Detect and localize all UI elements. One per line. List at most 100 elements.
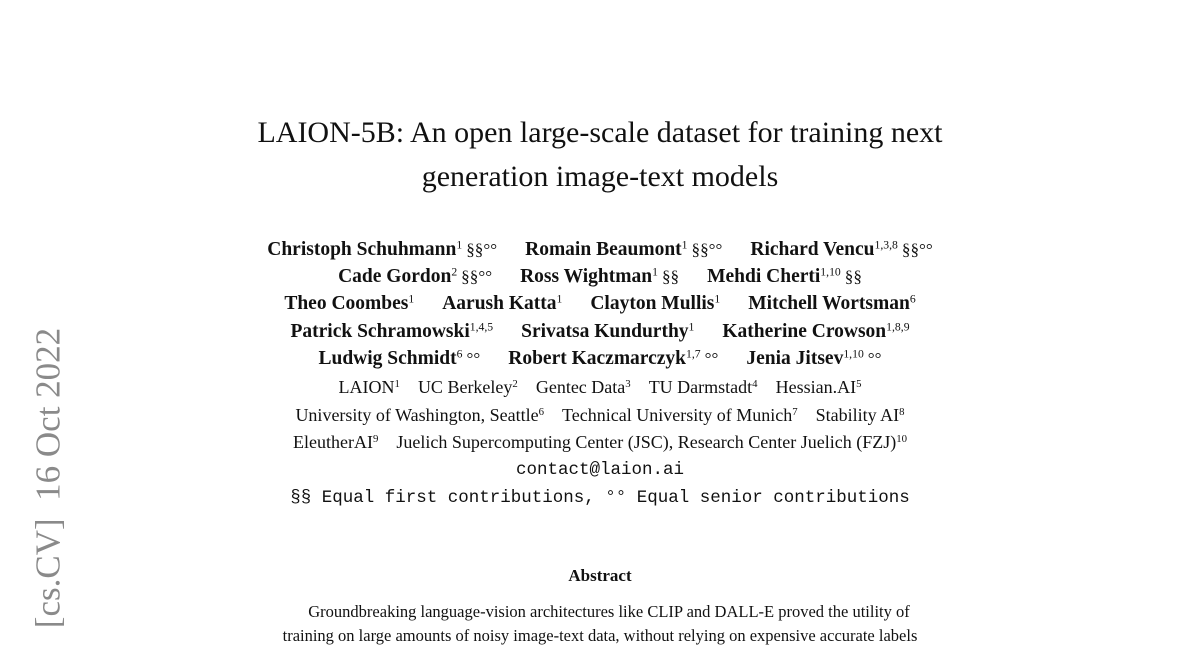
author: Clayton Mullis1 [590, 293, 720, 314]
author-name: Katherine Crowson [722, 320, 887, 342]
author-name: Patrick Schramowski [290, 320, 470, 342]
abstract-line: training on large amounts of noisy image… [282, 626, 918, 645]
author-sup: 1 [556, 292, 563, 306]
author: Ross Wightman1 §§ [520, 266, 679, 287]
author-sup: 1,3,8 [874, 238, 898, 252]
affiliation-name: Juelich Supercomputing Center (JSC), Res… [396, 432, 897, 452]
affiliation-name: TU Darmstadt [648, 377, 753, 397]
author: Ludwig Schmidt6 °° [318, 348, 480, 369]
author-sup: 1 [714, 292, 721, 306]
author-name: Ludwig Schmidt [318, 347, 457, 369]
affiliation-name: Hessian.AI [775, 377, 857, 397]
author-name: Srivatsa Kundurthy [521, 320, 689, 342]
contribution-mark: §§°° [466, 240, 498, 259]
affiliation-name: Technical University of Munich [562, 404, 793, 425]
affiliation-sup: 8 [899, 405, 905, 418]
author-name: Aarush Katta [442, 293, 557, 315]
affiliation-sup: 6 [538, 405, 545, 418]
author-sup: 6 [909, 292, 916, 306]
author-name: Mitchell Wortsman [748, 293, 910, 315]
affiliation: LAION1 [339, 377, 400, 397]
author-name: Ross Wightman [520, 266, 653, 288]
author: Cade Gordon2 §§°° [338, 266, 492, 287]
author-name: Richard Vencu [750, 239, 875, 260]
affiliation-line: EleutherAI9 Juelich Supercomputing Center… [0, 433, 1200, 451]
affiliation: TU Darmstadt4 [649, 377, 758, 397]
contribution-mark: §§°° [691, 240, 723, 259]
author: Theo Coombes1 [284, 293, 414, 314]
affiliation-sup: 3 [625, 378, 631, 391]
author-sup: 1 [688, 320, 695, 334]
contribution-note: §§ Equal first contributions, °° Equal s… [290, 488, 910, 508]
affiliation-line: LAION1 UC Berkeley2 Gentec Data3 TU Darmsta… [0, 378, 1200, 396]
affiliation: Hessian.AI5 [776, 377, 862, 397]
author-sup: 1 [408, 292, 415, 306]
affiliation-sup: 7 [792, 405, 798, 418]
author-line: Ludwig Schmidt6 °° Robert Kaczmarczyk1,7 °°… [0, 348, 1200, 369]
affiliation-sup: 9 [372, 433, 379, 446]
contribution-mark: §§ [844, 267, 862, 287]
contribution-mark: °° [466, 348, 481, 368]
affiliation-name: Stability AI [815, 404, 900, 425]
author-name: Romain Beaumont [525, 239, 682, 260]
author-name: Mehdi Cherti [707, 266, 821, 288]
author-name: Robert Kaczmarczyk [508, 347, 687, 369]
abstract-line: Groundbreaking language-vision architect… [308, 602, 910, 621]
affiliation: Gentec Data3 [536, 377, 631, 397]
author-sup: 6 [456, 347, 463, 361]
title-line: generation image-text models [421, 160, 779, 193]
contribution-mark: °° [867, 348, 882, 368]
author: Romain Beaumont1 §§°° [525, 239, 722, 260]
affiliation-sup: 1 [394, 378, 400, 391]
affiliation-name: UC Berkeley [417, 377, 513, 397]
affiliation-name: Gentec Data [535, 377, 626, 397]
abstract-heading: Abstract [568, 566, 632, 585]
title-line: LAION-5B: An open large-scale dataset fo… [257, 116, 943, 149]
author-line: Patrick Schramowski1,4,5 Srivatsa Kundurt… [0, 321, 1200, 342]
author-name: Cade Gordon [338, 266, 452, 288]
affiliation-sup: 2 [512, 378, 518, 391]
affiliation: Juelich Supercomputing Center (JSC), Res… [396, 432, 907, 452]
affiliation-sup: 4 [752, 378, 758, 391]
contribution-mark: §§°° [461, 267, 493, 287]
author: Patrick Schramowski1,4,5 [290, 321, 493, 342]
author: Mitchell Wortsman6 [748, 293, 915, 314]
author-name: Clayton Mullis [590, 293, 715, 315]
author-name: Jenia Jitsev [746, 347, 844, 369]
affiliation: University of Washington, Seattle6 [295, 405, 544, 425]
author: Jenia Jitsev1,10 °° [746, 348, 881, 369]
author-sup: 1 [652, 265, 658, 279]
affiliation-name: LAION [338, 377, 395, 397]
author: Christoph Schuhmann1 §§°° [267, 239, 497, 260]
contribution-mark: §§ [661, 267, 680, 287]
email: contact@laion.ai [515, 460, 685, 480]
contribution-mark: °° [704, 348, 719, 368]
author: Aarush Katta1 [442, 293, 562, 314]
affiliation: Stability AI8 [816, 405, 905, 425]
author-line: Theo Coombes1 Aarush Katta1 Clayton Mullis… [0, 294, 1200, 314]
affiliation-name: University of Washington, Seattle [295, 404, 539, 425]
author: Mehdi Cherti1,10 §§ [707, 266, 862, 287]
author-line: Cade Gordon2 §§°° Ross Wightman1 §§ Mehdi Ch… [0, 266, 1200, 287]
author-sup: 2 [451, 265, 458, 279]
contribution-mark: §§°° [901, 240, 933, 259]
author-sup: 1,8,9 [886, 320, 910, 334]
affiliation: UC Berkeley2 [418, 377, 518, 397]
author: Katherine Crowson1,8,9 [722, 321, 909, 342]
affiliation-line: University of Washington, Seattle6 Techni… [0, 406, 1200, 424]
author: Robert Kaczmarczyk1,7 °° [508, 348, 718, 369]
author-sup: 1,10 [820, 265, 841, 279]
affiliation-name: EleutherAI [292, 432, 373, 452]
affiliation-sup: 5 [856, 378, 862, 391]
author-name: Christoph Schuhmann [267, 239, 457, 260]
author-sup: 1 [681, 238, 688, 252]
author: Srivatsa Kundurthy1 [521, 321, 694, 342]
author-sup: 1,4,5 [469, 320, 494, 334]
affiliation-sup: 10 [896, 433, 908, 446]
affiliation: EleutherAI9 [293, 432, 378, 452]
author-sup: 1,10 [843, 347, 864, 361]
author-sup: 1,7 [686, 347, 701, 361]
author-sup: 1 [456, 238, 463, 252]
affiliation: Technical University of Munich7 [562, 405, 798, 425]
